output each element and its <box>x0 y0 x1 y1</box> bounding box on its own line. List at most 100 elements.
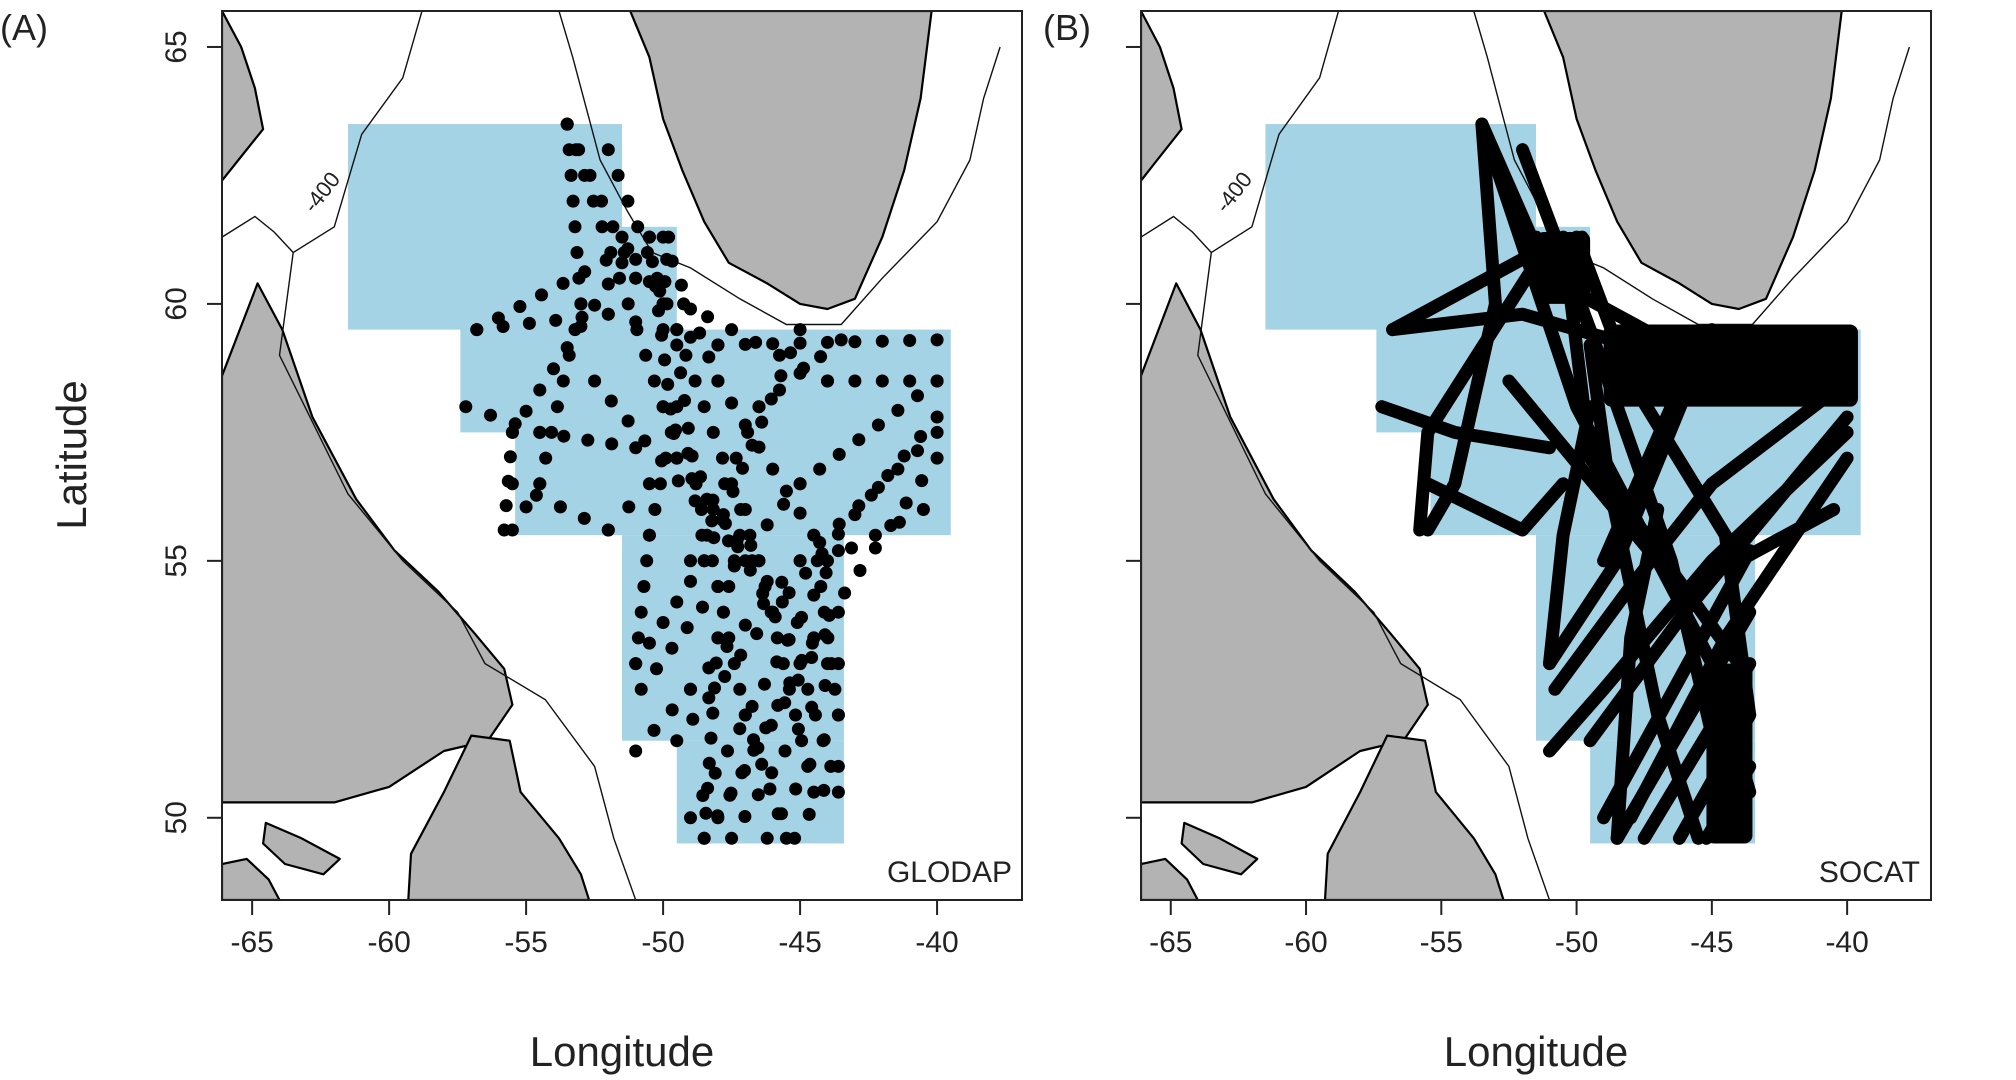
station-point <box>738 503 752 516</box>
x-axis-label-a: Longitude <box>530 1028 715 1075</box>
cruise-track-13 <box>1543 425 1854 758</box>
station-point <box>788 831 802 845</box>
isobaths-a <box>222 11 1001 900</box>
station-point <box>773 348 786 362</box>
station-point <box>770 631 784 645</box>
isobath-b-0 <box>1473 11 1911 326</box>
station-point <box>574 297 588 311</box>
station-point <box>684 682 697 696</box>
land-labrador-a <box>222 282 514 804</box>
station-point <box>621 242 635 256</box>
station-point <box>693 326 707 340</box>
station-point <box>583 168 597 182</box>
station-point <box>930 374 944 388</box>
station-point <box>562 143 576 157</box>
station-point <box>611 168 625 182</box>
station-point <box>702 756 716 770</box>
station-point <box>755 415 769 429</box>
station-point <box>803 757 817 771</box>
land-anticosti-a <box>262 821 341 876</box>
station-point <box>778 744 792 758</box>
station-point <box>814 350 828 364</box>
station-point <box>777 497 791 511</box>
station-point <box>656 297 670 311</box>
isobath-b-2 <box>1141 215 1212 253</box>
station-point <box>670 400 684 414</box>
station-point <box>670 595 684 609</box>
station-point <box>716 605 730 619</box>
lon-tick-label-a-1: -60 <box>367 926 410 959</box>
station-point <box>658 275 672 289</box>
station-point <box>845 541 858 555</box>
land-newfoundland-b <box>1323 734 1505 900</box>
station-point <box>801 682 815 696</box>
station-point <box>831 785 845 799</box>
station-point <box>601 307 615 321</box>
station-point <box>674 278 688 292</box>
cruise-track-16 <box>1637 657 1757 845</box>
station-point <box>807 785 821 799</box>
station-point <box>791 673 805 687</box>
station-point <box>813 462 827 476</box>
samples-a <box>459 117 944 845</box>
station-point <box>763 782 777 796</box>
station-point <box>852 433 866 447</box>
station-point <box>774 369 788 383</box>
station-point <box>689 477 703 491</box>
station-point <box>660 252 674 266</box>
lat-tick-label-a-0: 65 <box>160 30 193 63</box>
station-point <box>705 514 719 528</box>
station-point <box>831 527 845 541</box>
station-point <box>519 500 533 514</box>
dataset-label-a: GLODAP <box>887 856 1012 889</box>
station-point <box>805 700 819 714</box>
cruise-track-5 <box>1386 230 1746 671</box>
lon-tick-label-b-3: -50 <box>1555 926 1598 959</box>
station-point <box>802 807 816 821</box>
station-point <box>848 335 862 349</box>
station-point <box>599 253 613 267</box>
station-point <box>750 627 764 641</box>
station-point <box>629 657 643 671</box>
station-point <box>711 580 725 593</box>
station-point <box>721 744 734 758</box>
station-point <box>911 444 924 458</box>
station-point <box>744 538 758 552</box>
station-point <box>708 681 721 695</box>
station-point <box>729 451 743 465</box>
station-point <box>634 605 648 619</box>
station-point <box>795 610 808 624</box>
station-point <box>711 631 725 645</box>
station-point <box>622 500 636 514</box>
cruise-track-20 <box>1421 477 1570 537</box>
station-point <box>634 682 648 696</box>
station-point <box>588 374 602 388</box>
station-point <box>760 831 774 845</box>
station-point <box>697 554 711 568</box>
station-point <box>711 338 725 352</box>
station-point <box>656 616 670 629</box>
station-point <box>773 383 786 397</box>
station-point <box>684 302 697 316</box>
station-point <box>708 766 722 780</box>
station-point <box>508 417 522 431</box>
station-point <box>533 425 547 439</box>
cruise-track-15 <box>1610 605 1757 845</box>
station-point <box>650 662 663 676</box>
station-point <box>853 564 867 577</box>
station-point <box>720 640 734 653</box>
station-point <box>764 392 778 406</box>
station-point <box>642 230 656 244</box>
lat-tick-label-a-3: 50 <box>160 801 193 834</box>
station-point <box>757 597 771 611</box>
station-point <box>547 362 560 376</box>
station-point <box>706 706 720 720</box>
station-point <box>629 744 643 758</box>
cruise-track-9 <box>1548 374 1854 696</box>
station-point <box>701 310 715 324</box>
station-point <box>637 580 651 593</box>
station-point <box>718 477 732 491</box>
station-point <box>702 350 716 364</box>
map-frame-a <box>221 10 1023 901</box>
station-point <box>782 586 796 600</box>
